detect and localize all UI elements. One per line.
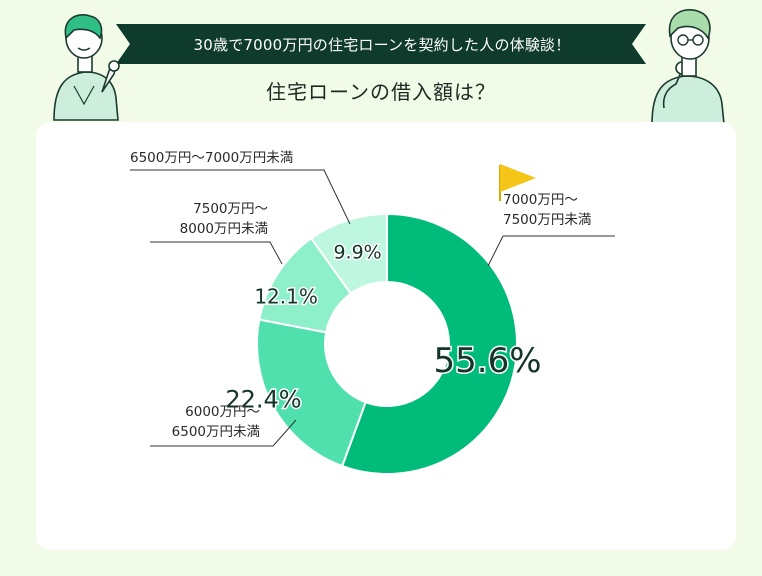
slice-label-line: 7000万円〜 — [503, 192, 578, 208]
pct-label-9-9: 9.9% — [333, 242, 381, 264]
slice-label-7500-8000: 7500万円〜 8000万円未満 — [150, 199, 268, 239]
slice-label-line: 8000万円未満 — [179, 221, 268, 237]
leader-line-7000-7500 — [487, 235, 615, 267]
page-title: 住宅ローンの借入額は？ — [266, 80, 496, 104]
pointing-person-illustration — [53, 14, 120, 121]
slice-label-line: 7500万円未満 — [503, 212, 592, 228]
pct-label-22-4: 22.4% — [225, 385, 301, 413]
slice-label-line: 6500万円未満 — [171, 424, 260, 440]
slice-label-6000-6500: 6000万円〜 6500万円未満 — [150, 402, 260, 442]
flag-icon — [499, 164, 536, 201]
leader-line-6000-6500 — [150, 419, 297, 447]
slice-label-line: 6000万円〜 — [185, 404, 260, 420]
slice-label-line: 7500万円〜 — [193, 201, 268, 217]
banner-text: 30歳で7000万円の住宅ローンを契約した人の体験談！ — [193, 35, 571, 54]
slice-7000-7500 — [340, 212, 518, 475]
slice-label-6500-7000: 6500万円〜7000万円未満 — [130, 148, 293, 168]
slice-label-7000-7500: 7000万円〜 7500万円未満 — [503, 190, 591, 230]
leader-line-7500-8000 — [150, 241, 283, 265]
slice-label-line: 6500万円〜7000万円未満 — [130, 150, 294, 166]
banner — [116, 24, 646, 64]
pct-label-55-6: 55.6% — [434, 341, 542, 381]
slice-6500-7000 — [309, 212, 388, 296]
thinking-person-illustration — [651, 9, 725, 125]
chart-card — [36, 122, 736, 550]
slice-6000-6500 — [256, 318, 367, 468]
pct-label-12-1: 12.1% — [254, 284, 318, 308]
banner-ribbon — [116, 24, 646, 64]
leader-line-6500-7000 — [130, 169, 351, 225]
